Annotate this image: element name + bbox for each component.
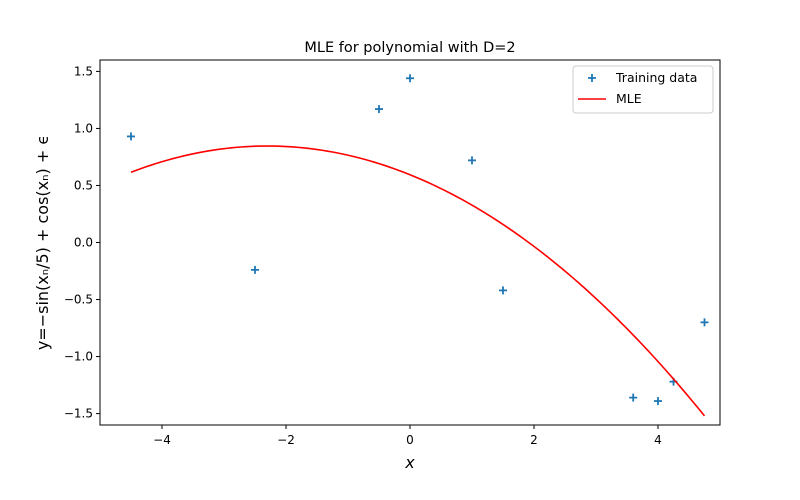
y-tick-label: 1.0	[74, 121, 93, 135]
legend-label-training-data: Training data	[615, 70, 697, 85]
plot-area	[127, 74, 709, 417]
training-data-point	[127, 132, 135, 141]
x-axis-ticks: −4 −2 0 2 4	[153, 425, 662, 447]
training-data-point	[251, 265, 259, 274]
training-data-point	[375, 105, 383, 114]
y-tick-label: 0.0	[74, 236, 93, 250]
y-tick-label: 0.5	[74, 178, 93, 192]
training-data-point	[468, 156, 476, 165]
chart-title: MLE for polynomial with D=2	[304, 40, 515, 56]
training-data-point	[654, 397, 662, 406]
legend-marker-training-data	[588, 74, 596, 82]
training-data-point	[700, 318, 709, 327]
legend-label-mle: MLE	[616, 91, 642, 106]
y-axis-label: y=−sin(xₙ/5) + cos(xₙ) + ϵ	[33, 135, 52, 350]
legend: Training data MLE	[572, 65, 714, 114]
training-data-point	[629, 393, 638, 402]
training-data-point	[499, 286, 507, 295]
y-axis-ticks: −1.5 −1.0 −0.5 0.0 0.5 1.0 1.5	[64, 64, 100, 421]
y-tick-label: −0.5	[64, 293, 93, 307]
x-tick-label: −4	[153, 433, 171, 447]
x-tick-label: 2	[530, 433, 538, 447]
y-tick-label: 1.5	[74, 64, 93, 78]
x-tick-label: 4	[654, 433, 662, 447]
x-axis-label: x	[404, 453, 415, 472]
training-data-point	[406, 74, 414, 83]
legend-box	[572, 65, 714, 114]
y-tick-label: −1.5	[64, 407, 93, 421]
x-tick-label: 0	[406, 433, 414, 447]
y-tick-label: −1.0	[64, 350, 93, 364]
x-tick-label: −2	[277, 433, 295, 447]
mle-curve	[130, 145, 706, 417]
